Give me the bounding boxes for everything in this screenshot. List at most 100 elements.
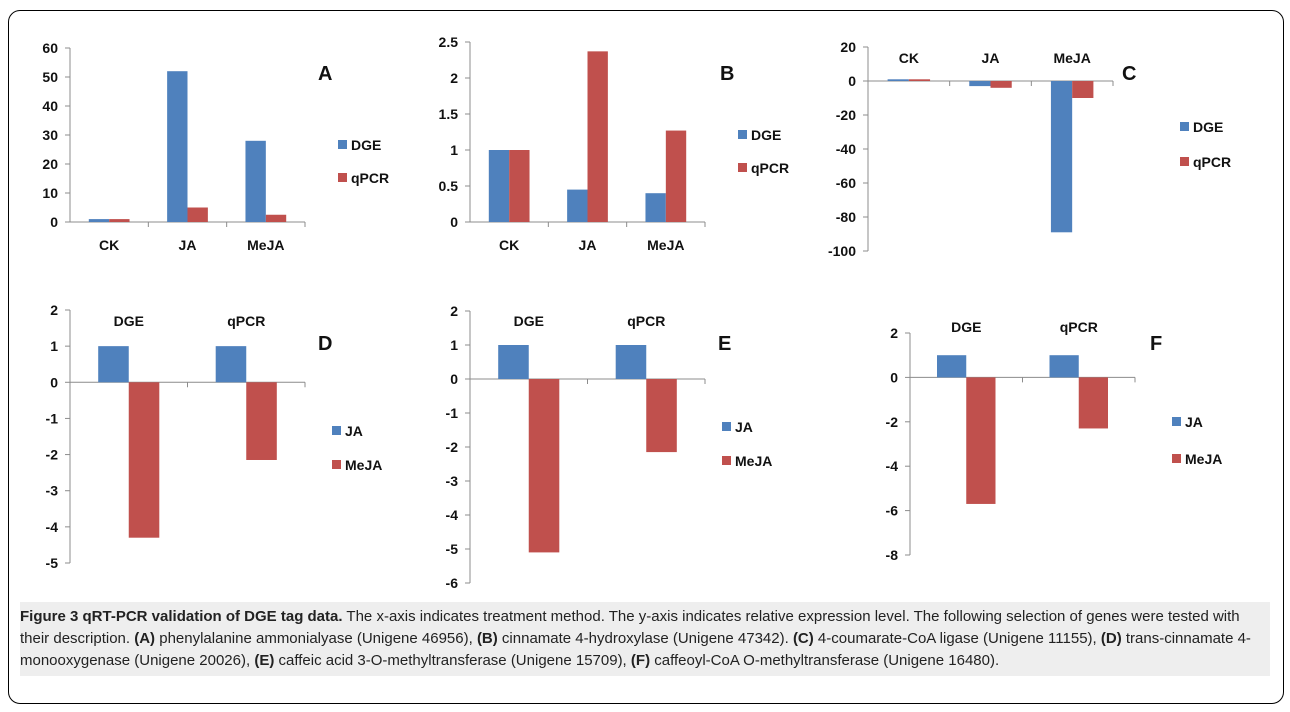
panel-b-category-label: JA xyxy=(579,237,597,253)
panel-d-legend-swatch xyxy=(332,426,341,435)
caption-desc-f: caffeoyl-CoA O-methyltransferase (Unigen… xyxy=(650,652,1000,669)
panel-a-bar-qpcr xyxy=(265,214,287,222)
panel-a-category-label: JA xyxy=(179,237,197,253)
panel-a-category-label: MeJA xyxy=(247,237,284,253)
panel-a-legend-label: qPCR xyxy=(351,170,389,186)
panel-e-y-tick-label: 1 xyxy=(450,337,458,353)
panel-f-y-tick-label: 0 xyxy=(890,369,898,385)
panel-e-category-label: DGE xyxy=(514,313,544,329)
panel-d-bar-ja xyxy=(98,346,129,383)
panel-d-y-tick-label: -3 xyxy=(46,483,59,499)
panel-a-y-tick-label: 10 xyxy=(42,185,58,201)
panel-e-y-tick-label: -5 xyxy=(446,541,459,557)
panel-b-y-tick-label: 1.5 xyxy=(439,106,459,122)
panel-b-category-label: CK xyxy=(499,237,519,253)
panel-a-bar-dge xyxy=(167,71,188,222)
panel-b-y-tick-label: 2 xyxy=(450,70,458,86)
panel-c-category-label: JA xyxy=(982,50,1000,66)
panel-c-y-tick-label: -60 xyxy=(836,175,856,191)
panel-c-y-tick-label: 20 xyxy=(840,39,856,55)
panel-e-y-tick-label: 2 xyxy=(450,303,458,319)
panel-a-y-tick-label: 0 xyxy=(50,214,58,230)
panel-b-category-label: MeJA xyxy=(647,237,684,253)
panel-e-bar-meja xyxy=(646,379,677,453)
panel-d-category-label: qPCR xyxy=(227,313,265,329)
panel-f-y-tick-label: -8 xyxy=(886,547,899,563)
panel-a-legend-swatch xyxy=(338,173,347,182)
panel-f-legend-label: MeJA xyxy=(1185,451,1222,467)
panel-e-y-tick-label: -4 xyxy=(446,507,459,523)
panel-a-legend-label: DGE xyxy=(351,137,381,153)
panel-b-bar-dge xyxy=(645,193,666,222)
panel-d-letter: D xyxy=(318,333,332,355)
panel-c-y-tick-label: -100 xyxy=(828,243,856,259)
panel-f-category-label: DGE xyxy=(951,319,981,335)
panel-d-bar-ja xyxy=(215,346,247,383)
panel-e-legend-label: MeJA xyxy=(735,453,772,469)
panel-f-legend-label: JA xyxy=(1185,414,1203,430)
panel-c-bar-dge xyxy=(1050,81,1073,233)
panel-b-y-tick-label: 2.5 xyxy=(439,34,459,50)
panel-d: -5 -4 -3 -2 -1 0 1 2 DGE qPCR D JA MeJA xyxy=(46,302,383,571)
panel-b-letter: B xyxy=(720,63,734,85)
caption-label-c: (C) xyxy=(792,630,814,647)
panel-f-bar-ja xyxy=(1049,355,1079,378)
panel-e-y-tick-label: 0 xyxy=(450,371,458,387)
panel-c-bar-qpcr xyxy=(1072,81,1094,98)
panel-c-y-tick-label: -80 xyxy=(836,209,856,225)
panel-c-legend-label: qPCR xyxy=(1193,154,1231,170)
caption-label-e: (E) xyxy=(254,652,275,669)
panel-a-y-tick-label: 50 xyxy=(42,69,58,85)
panel-a: 0 10 20 30 40 50 60 CK JA MeJA A DGE qPCR xyxy=(42,40,389,253)
panel-e-letter: E xyxy=(718,333,731,355)
panel-a-y-tick-label: 40 xyxy=(42,98,58,114)
caption-label-f: (F) xyxy=(630,652,651,669)
panel-f-bar-meja xyxy=(1078,377,1108,429)
caption-label-b: (B) xyxy=(476,630,498,647)
panel-f: -8 -6 -4 -2 0 2 DGE qPCR F JA MeJA xyxy=(886,319,1223,563)
panel-c-y-tick-label: -20 xyxy=(836,107,856,123)
panel-a-bar-qpcr xyxy=(109,219,130,222)
panel-b-legend-label: qPCR xyxy=(751,160,789,176)
panel-f-y-tick-label: -4 xyxy=(886,458,899,474)
panel-d-y-tick-label: -2 xyxy=(46,447,59,463)
panel-a-legend-swatch xyxy=(338,140,347,149)
caption-desc-e: caffeic acid 3-O-methyltransferase (Unig… xyxy=(274,652,631,669)
panel-c-legend-label: DGE xyxy=(1193,119,1223,135)
panel-f-legend-swatch xyxy=(1172,417,1181,426)
panel-c-category-label: CK xyxy=(899,50,919,66)
panel-d-y-tick-label: -5 xyxy=(46,555,59,571)
panel-f-letter: F xyxy=(1150,333,1162,355)
panel-e-y-tick-label: -1 xyxy=(446,405,459,421)
panel-d-bar-meja xyxy=(128,382,160,538)
panel-b-y-tick-label: 0 xyxy=(450,214,458,230)
caption-desc-d: trans-cinnamate 4-monooxygenase (Unigene… xyxy=(20,630,1251,669)
panel-c-bar-qpcr xyxy=(908,79,931,81)
panel-c-bar-dge xyxy=(887,79,909,81)
panel-a-bar-dge xyxy=(88,219,110,222)
caption-desc-c: 4-coumarate-CoA ligase (Unigene 11155), xyxy=(813,630,1101,647)
panel-b-y-tick-label: 0.5 xyxy=(439,178,459,194)
panel-c-y-tick-label: -40 xyxy=(836,141,856,157)
panel-d-y-tick-label: -1 xyxy=(46,410,59,426)
caption-title: Figure 3 qRT-PCR validation of DGE tag d… xyxy=(20,608,343,625)
panel-b-y-tick-label: 1 xyxy=(450,142,458,158)
panel-b-bar-dge xyxy=(567,189,588,222)
panel-e-y-tick-label: -6 xyxy=(446,575,459,591)
panel-b: 0 0.5 1 1.5 2 2.5 CK JA MeJA B DGE qPCR xyxy=(439,34,790,253)
panel-b-bar-dge xyxy=(488,150,510,222)
panel-c-bar-qpcr xyxy=(990,81,1012,88)
panel-d-legend-label: JA xyxy=(345,423,363,439)
panel-f-y-tick-label: -2 xyxy=(886,414,899,430)
panel-f-category-label: qPCR xyxy=(1060,319,1098,335)
panel-a-bar-qpcr xyxy=(187,207,208,222)
panel-e-legend-swatch xyxy=(722,422,731,431)
panel-b-bar-qpcr xyxy=(665,130,687,222)
panel-c-legend-swatch xyxy=(1180,122,1189,131)
caption-text: The x-axis indicates treatment method. T… xyxy=(20,608,1240,647)
panel-a-y-tick-label: 60 xyxy=(42,40,58,56)
panel-c-category-label: MeJA xyxy=(1053,50,1090,66)
panel-e-y-tick-label: -3 xyxy=(446,473,459,489)
panel-e-category-label: qPCR xyxy=(627,313,665,329)
caption-label-d: (D) xyxy=(1100,630,1122,647)
